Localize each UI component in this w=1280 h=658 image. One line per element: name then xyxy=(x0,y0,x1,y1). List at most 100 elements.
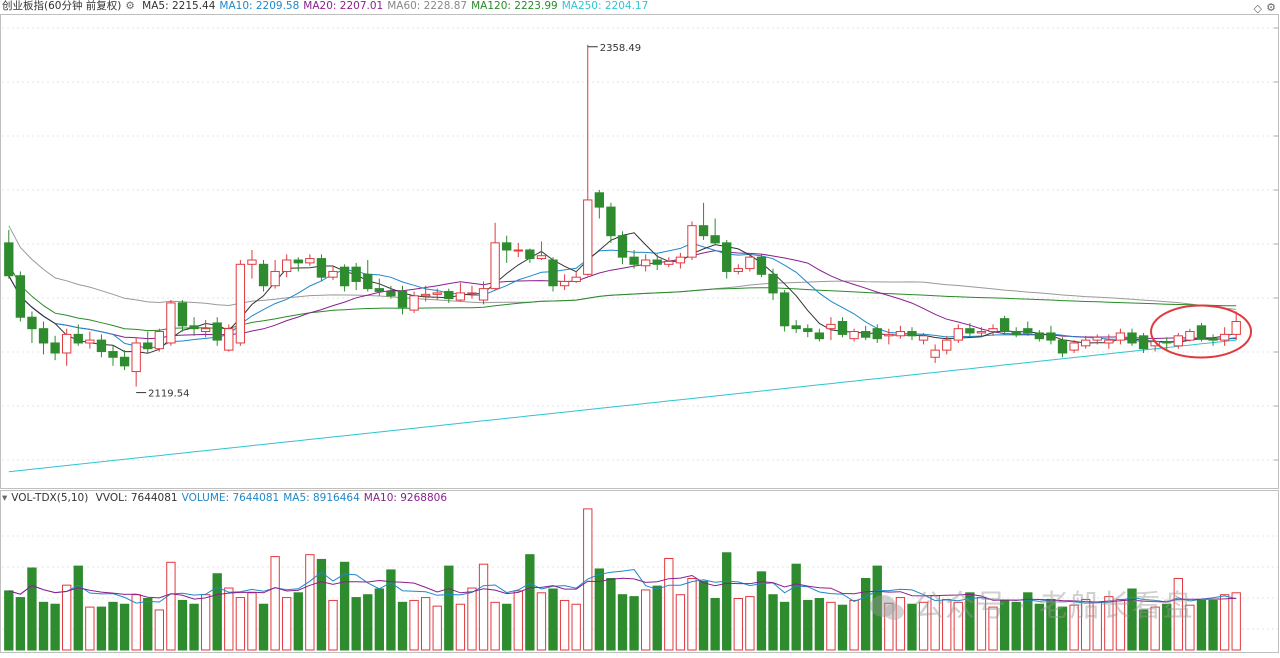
candle-up xyxy=(1231,321,1241,335)
candle-up xyxy=(733,268,743,272)
candle-up xyxy=(270,270,280,287)
volume-bar-down xyxy=(791,563,801,651)
candle-down xyxy=(803,328,813,333)
volume-bar-down xyxy=(1057,606,1068,651)
volume-bar-up xyxy=(420,597,431,651)
volume-bar-up xyxy=(235,597,246,651)
volume-bar-down xyxy=(837,604,848,651)
candle-down xyxy=(397,290,408,308)
watermark: 公众号 · 老船长看盘 xyxy=(868,581,1194,625)
volume-bar-down xyxy=(548,588,558,651)
volume-bar-up xyxy=(224,587,234,651)
volume-collapse-icon[interactable]: ▾ xyxy=(2,492,8,504)
candle-down xyxy=(837,321,848,335)
volume-bar-up xyxy=(1069,604,1079,651)
candle-up xyxy=(305,258,315,264)
candle-up xyxy=(1104,339,1114,344)
candle-up xyxy=(930,349,940,358)
highlight-circle xyxy=(1150,304,1253,359)
volume-bar-up xyxy=(478,563,489,651)
candle-up xyxy=(826,323,836,330)
candle-up xyxy=(224,328,234,351)
candle-up xyxy=(640,259,651,267)
candle-up xyxy=(687,225,697,258)
volume-bar-up xyxy=(432,605,442,651)
volume-bar-up xyxy=(733,598,743,651)
candle-down xyxy=(756,256,767,275)
high-annotation: 2358.49 xyxy=(600,43,641,54)
wechat-logo-icon xyxy=(870,594,904,620)
candle-up xyxy=(85,339,95,344)
candle-up xyxy=(1185,331,1195,341)
candle-down xyxy=(606,206,616,237)
volume-bar-up xyxy=(1231,592,1241,651)
candle-down xyxy=(258,263,269,287)
volume-bar-down xyxy=(177,599,188,651)
candle-up xyxy=(131,342,141,373)
volume-bar-down xyxy=(386,569,396,651)
candle-up xyxy=(154,331,164,350)
volume-bar-down xyxy=(189,603,199,651)
candle-up xyxy=(432,292,442,295)
candle-down xyxy=(339,266,350,287)
candle-down xyxy=(617,235,628,258)
volume-bar-down xyxy=(779,601,790,651)
volume-bar-down xyxy=(119,603,130,651)
volume-bar-down xyxy=(15,597,26,651)
candle-down xyxy=(1011,331,1021,335)
volume-bar-down xyxy=(617,594,628,651)
candle-up xyxy=(247,259,257,265)
candle-up xyxy=(895,331,906,337)
volume-legend-item: MA5: 8916464 xyxy=(283,492,360,504)
volume-bar-down xyxy=(73,565,83,651)
candle-down xyxy=(814,332,825,340)
candle-down xyxy=(722,242,732,272)
candle-down xyxy=(1034,332,1045,340)
volume-bar-up xyxy=(282,597,292,651)
volume-legend-item: MA10: 9268806 xyxy=(363,492,448,504)
candle-up xyxy=(953,328,963,341)
candle-down xyxy=(386,290,396,297)
candle-down xyxy=(1162,341,1172,344)
candle-up xyxy=(1069,342,1079,351)
candle-up xyxy=(536,255,547,260)
candle-up xyxy=(478,288,489,301)
candle-down xyxy=(1127,332,1137,344)
candle-down xyxy=(1057,339,1068,354)
ma-legend-item: MA250: 2204.17 xyxy=(561,0,649,12)
volume-bar-down xyxy=(1011,601,1021,651)
candle-up xyxy=(884,333,894,337)
ma-legend-item: MA20: 2207.01 xyxy=(303,0,384,12)
volume-bar-down xyxy=(710,598,720,651)
candle-up xyxy=(1081,339,1091,347)
candle-down xyxy=(27,316,37,330)
candle-up xyxy=(976,331,987,334)
volume-bar-up xyxy=(1115,598,1126,651)
volume-bar-down xyxy=(143,598,153,651)
candle-up xyxy=(166,302,176,344)
volume-bar-up xyxy=(536,592,547,651)
volume-bar-down xyxy=(872,565,882,651)
candle-up xyxy=(62,333,72,354)
ma-legend: MA5: 2215.44 MA10: 2209.58 MA20: 2207.01 MA… xyxy=(142,0,652,12)
low-annotation: 2119.54 xyxy=(148,389,189,400)
diamond-icon[interactable]: ◇ xyxy=(1253,2,1262,15)
gear-icon[interactable]: ⚙ xyxy=(1266,1,1276,14)
candle-down xyxy=(768,273,778,294)
watermark-text: 公众号 · 老船长看盘 xyxy=(914,589,1194,624)
ma250-line xyxy=(8,339,1237,473)
volume-bar-up xyxy=(918,601,929,651)
candle-up xyxy=(918,335,929,341)
candle-down xyxy=(1196,325,1207,340)
candle-up xyxy=(490,242,500,290)
volume-bar-up xyxy=(559,599,570,651)
volume-bar-down xyxy=(860,578,871,651)
header-settings-icon[interactable]: ⚙ xyxy=(125,0,135,12)
candle-down xyxy=(212,322,222,341)
ma-legend-item: MA120: 2223.99 xyxy=(471,0,558,12)
candle-down xyxy=(652,259,662,265)
candle-down xyxy=(779,292,790,327)
candle-down xyxy=(38,328,49,344)
candle-up xyxy=(235,263,246,344)
